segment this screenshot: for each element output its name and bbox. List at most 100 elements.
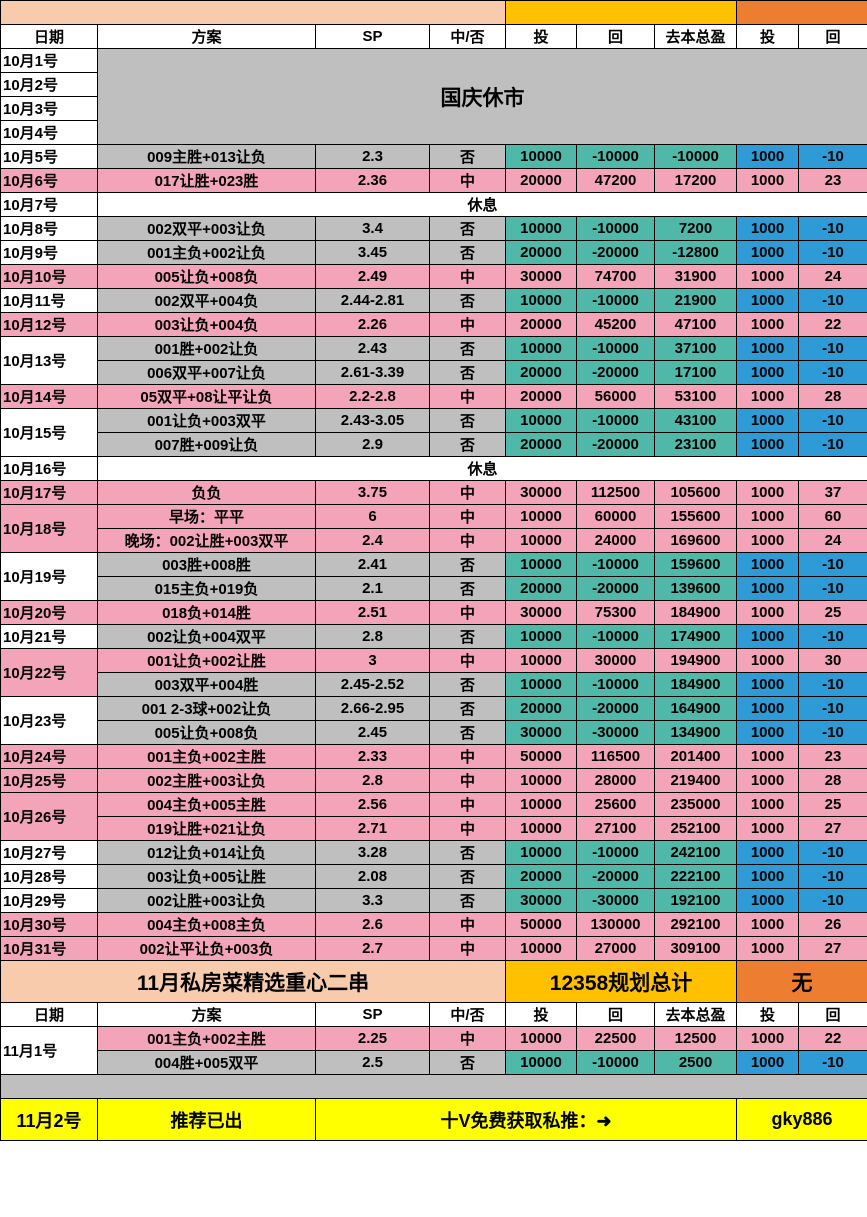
cell-zby: -12800 xyxy=(655,241,737,265)
section-title-2: 12358规划总计 xyxy=(506,961,737,1003)
promo-row: 11月2号推荐已出十V免费获取私推：➜gky886 xyxy=(1,1099,867,1141)
cell-tou: 20000 xyxy=(506,361,577,385)
cell-hui2: 60 xyxy=(799,505,867,529)
cell-zf: 否 xyxy=(430,697,506,721)
cell-plan: 005让负+008负 xyxy=(98,265,316,289)
cell-tou2: 1000 xyxy=(737,937,799,961)
cell-hui: 74700 xyxy=(577,265,655,289)
cell-plan: 001主负+002主胜 xyxy=(98,745,316,769)
hdr-sp: SP xyxy=(316,1003,430,1027)
column-header-row-2: 日期方案SP中/否投回去本总盈投回 xyxy=(1,1003,867,1027)
cell-hui2: 23 xyxy=(799,745,867,769)
cell-tou: 30000 xyxy=(506,889,577,913)
rest-cell: 休息 xyxy=(98,193,867,217)
cell-zf: 中 xyxy=(430,1027,506,1051)
cell-hui2: 22 xyxy=(799,313,867,337)
cell-hui2: -10 xyxy=(799,145,867,169)
cell-plan: 002让负+004双平 xyxy=(98,625,316,649)
cell-tou: 30000 xyxy=(506,481,577,505)
cell-date: 10月21号 xyxy=(1,625,98,649)
table-row: 10月11号002双平+004负2.44-2.81否10000-10000219… xyxy=(1,289,867,313)
cell-zf: 否 xyxy=(430,145,506,169)
cell-sp: 2.56 xyxy=(316,793,430,817)
cell-zby: 23100 xyxy=(655,433,737,457)
cell-plan: 018负+014胜 xyxy=(98,601,316,625)
cell-zf: 否 xyxy=(430,841,506,865)
cell-zby: 201400 xyxy=(655,745,737,769)
cell-tou: 10000 xyxy=(506,769,577,793)
cell-tou2: 1000 xyxy=(737,841,799,865)
cell-hui2: -10 xyxy=(799,673,867,697)
cell-tou: 10000 xyxy=(506,673,577,697)
cell-plan: 002让平让负+003负 xyxy=(98,937,316,961)
cell-zf: 中 xyxy=(430,529,506,553)
cell-tou2: 1000 xyxy=(737,625,799,649)
cell-hui2: 28 xyxy=(799,769,867,793)
hdr-hui2: 回 xyxy=(799,25,867,49)
cell-zby: 222100 xyxy=(655,865,737,889)
cell-tou: 10000 xyxy=(506,529,577,553)
cell-zf: 否 xyxy=(430,673,506,697)
hdr-date: 日期 xyxy=(1,1003,98,1027)
cell-hui2: 24 xyxy=(799,265,867,289)
cell-hui: 130000 xyxy=(577,913,655,937)
table-row: 10月17号负负3.75中30000112500105600100037 xyxy=(1,481,867,505)
cell-hui: 47200 xyxy=(577,169,655,193)
cell-hui: -10000 xyxy=(577,841,655,865)
cell-zby: 17200 xyxy=(655,169,737,193)
cell-zby: 12500 xyxy=(655,1027,737,1051)
hdr-zf: 中/否 xyxy=(430,25,506,49)
cell-tou2: 1000 xyxy=(737,289,799,313)
table-row: 005让负+008负2.45否30000-300001349001000-10 xyxy=(1,721,867,745)
cell-tou2: 1000 xyxy=(737,169,799,193)
betting-table: 日期 方案 SP 中/否 投 回 去本总盈 投 回 10月1号国庆休市10月2号… xyxy=(0,0,867,1141)
cell-hui2: 22 xyxy=(799,1027,867,1051)
cell-zby: 53100 xyxy=(655,385,737,409)
holiday-row: 10月1号国庆休市 xyxy=(1,49,867,73)
hdr-zby: 去本总盈 xyxy=(655,1003,737,1027)
cell-zf: 否 xyxy=(430,1051,506,1075)
cell-zby: 7200 xyxy=(655,217,737,241)
cell-hui2: -10 xyxy=(799,889,867,913)
cell-date: 10月1号 xyxy=(1,49,98,73)
cell-hui: 25600 xyxy=(577,793,655,817)
cell-hui2: -10 xyxy=(799,865,867,889)
cell-plan: 05双平+08让平让负 xyxy=(98,385,316,409)
cell-plan: 001让负+002让胜 xyxy=(98,649,316,673)
cell-zf: 否 xyxy=(430,721,506,745)
rest-cell: 休息 xyxy=(98,457,867,481)
table-row: 10月23号001 2-3球+002让负2.66-2.95否20000-2000… xyxy=(1,697,867,721)
cell-sp: 2.5 xyxy=(316,1051,430,1075)
cell-hui2: 37 xyxy=(799,481,867,505)
cell-hui2: -10 xyxy=(799,625,867,649)
cell-hui: -20000 xyxy=(577,697,655,721)
cell-hui2: -10 xyxy=(799,361,867,385)
cell-tou: 50000 xyxy=(506,913,577,937)
cell-tou: 10000 xyxy=(506,649,577,673)
cell-plan: 015主负+019负 xyxy=(98,577,316,601)
hdr-hui: 回 xyxy=(799,1003,867,1027)
table-row: 10月6号017让胜+023胜2.36中20000472001720010002… xyxy=(1,169,867,193)
cell-zby: 155600 xyxy=(655,505,737,529)
cell-hui: 75300 xyxy=(577,601,655,625)
table-row: 015主负+019负2.1否20000-200001396001000-10 xyxy=(1,577,867,601)
table-row: 10月5号009主胜+013让负2.3否10000-10000-10000100… xyxy=(1,145,867,169)
cell-hui2: -10 xyxy=(799,409,867,433)
cell-tou2: 1000 xyxy=(737,313,799,337)
cell-sp: 2.4 xyxy=(316,529,430,553)
cell-zf: 否 xyxy=(430,625,506,649)
cell-tou: 10000 xyxy=(506,409,577,433)
cell-date: 10月12号 xyxy=(1,313,98,337)
table-row: 10月10号005让负+008负2.49中3000074700319001000… xyxy=(1,265,867,289)
cell-date: 10月11号 xyxy=(1,289,98,313)
cell-date: 10月27号 xyxy=(1,841,98,865)
spacer xyxy=(1,1075,867,1099)
cell-zf: 中 xyxy=(430,745,506,769)
cell-date: 10月16号 xyxy=(1,457,98,481)
cell-zby: 242100 xyxy=(655,841,737,865)
cell-zf: 否 xyxy=(430,553,506,577)
cell-hui2: -10 xyxy=(799,553,867,577)
cell-tou2: 1000 xyxy=(737,601,799,625)
cell-hui2: 23 xyxy=(799,169,867,193)
cell-tou2: 1000 xyxy=(737,913,799,937)
